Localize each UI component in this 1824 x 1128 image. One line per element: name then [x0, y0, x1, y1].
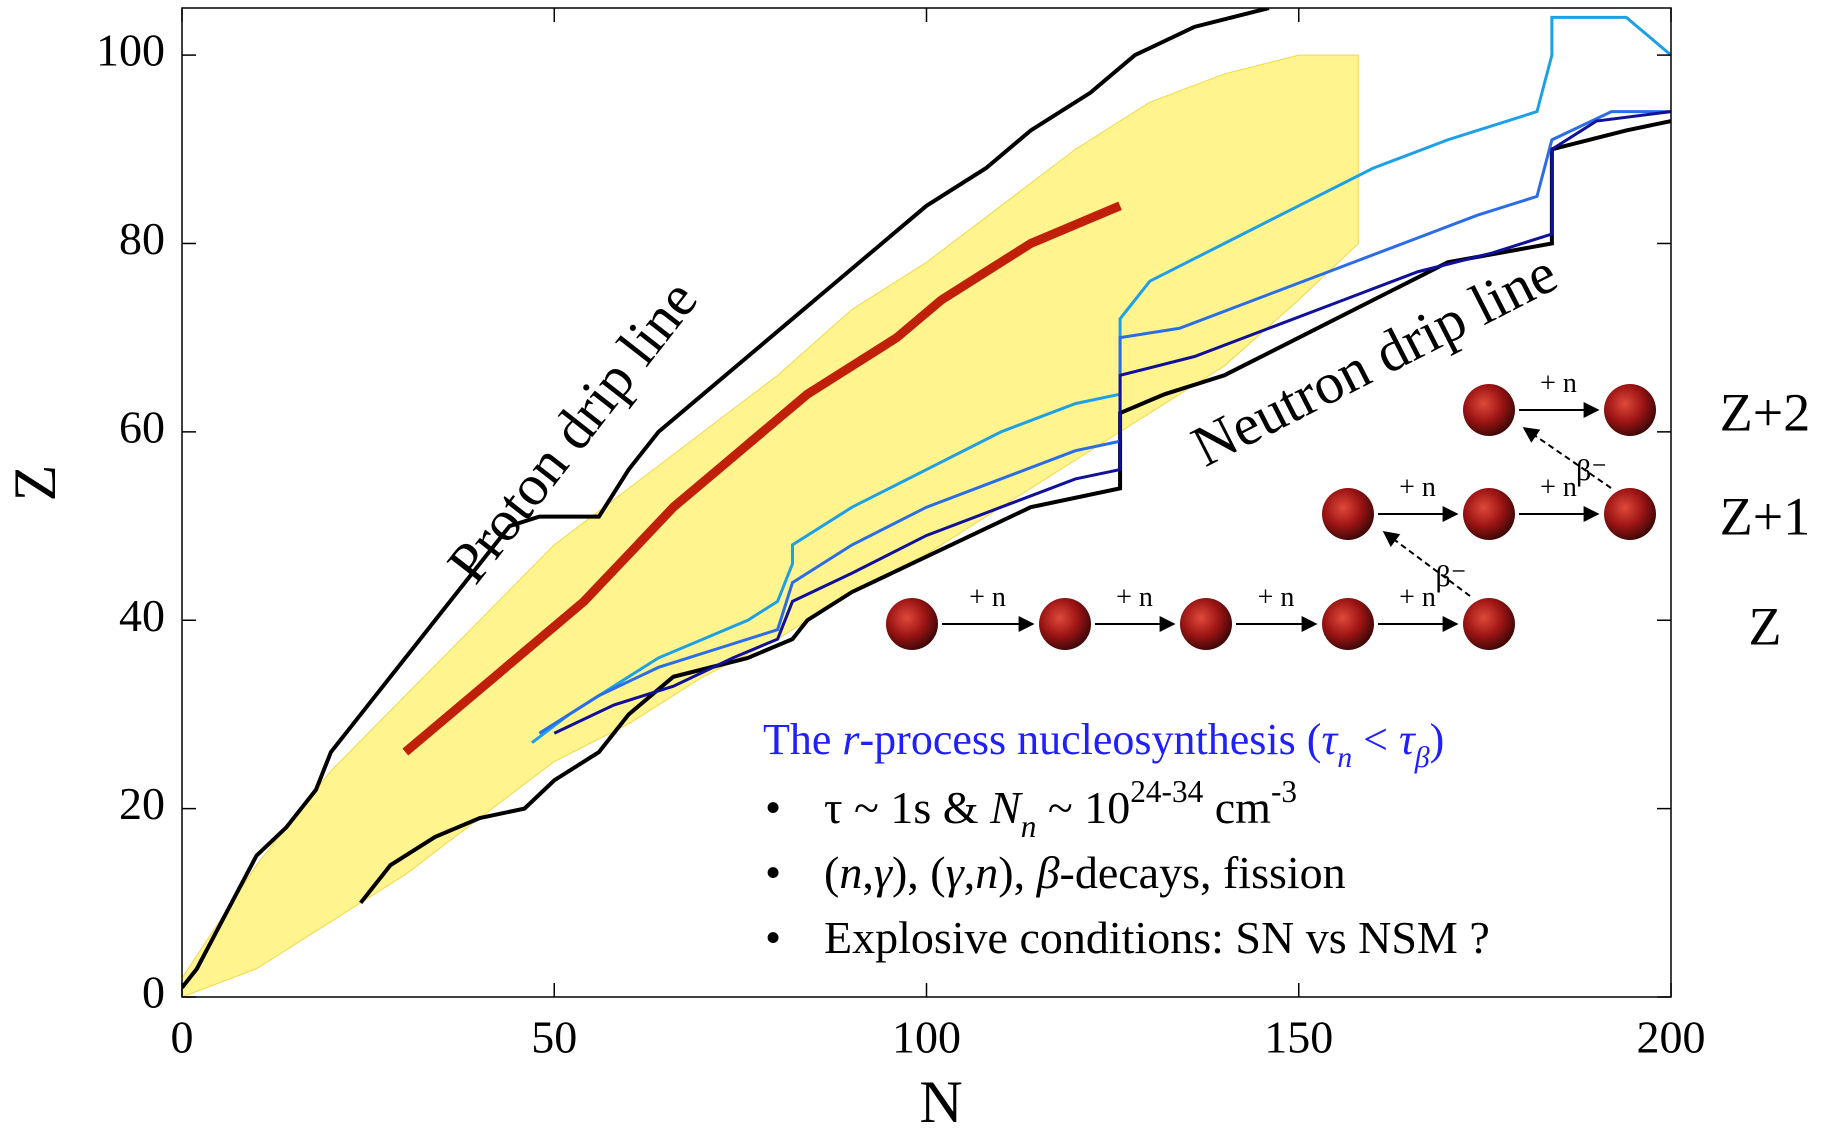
text-part: Explosive conditions: SN vs NSM ? [824, 912, 1490, 963]
capture-label: + n [1258, 582, 1295, 613]
capture-label: + n [1540, 472, 1577, 503]
nucleus [1604, 384, 1656, 436]
nucleus [1039, 598, 1091, 650]
text-part: β [1414, 741, 1430, 774]
text-part: τ [1321, 715, 1339, 764]
text-part: r [842, 715, 860, 764]
text-part: n [1337, 741, 1352, 774]
text-part: , [862, 847, 874, 898]
text-part: n [975, 847, 998, 898]
text-part: τ [1399, 715, 1417, 764]
decay-label: β⁻ [1435, 560, 1466, 593]
nucleus [1463, 598, 1515, 650]
nucleus [1463, 488, 1515, 540]
text-part: The [763, 715, 842, 764]
text-part: γ [946, 847, 966, 898]
series-line [359, 119, 1671, 905]
text-part: ~ 10 [1036, 782, 1130, 833]
text-part: , [964, 847, 976, 898]
text-part: < [1352, 715, 1399, 764]
decay-arrow [1382, 531, 1471, 597]
bullet-marker: • [765, 782, 781, 833]
info-bullet: (n,γ), (γ,n), β-decays, fission [824, 847, 1346, 898]
nucleus [886, 598, 938, 650]
decay-label: β⁻ [1576, 454, 1607, 487]
x-axis-label: N [919, 1069, 962, 1128]
row-label: Z+2 [1720, 382, 1810, 442]
x-tick-label: 200 [1637, 1012, 1706, 1063]
capture-label: + n [1116, 582, 1153, 613]
nucleus [1180, 598, 1232, 650]
text-part: ), [998, 847, 1036, 898]
y-tick-label: 100 [96, 25, 165, 76]
nucleus [1322, 598, 1374, 650]
y-tick-label: 40 [119, 590, 165, 641]
y-tick-label: 80 [119, 213, 165, 264]
y-tick-label: 60 [119, 401, 165, 452]
nucleus [1604, 488, 1656, 540]
x-tick-label: 150 [1264, 1012, 1333, 1063]
text-part: τ ~ 1s & [824, 782, 990, 833]
info-bullet: Explosive conditions: SN vs NSM ? [824, 912, 1490, 963]
bullet-marker: • [765, 847, 781, 898]
bullet-marker: • [765, 912, 781, 963]
text-part: n [1021, 809, 1037, 844]
text-part: N [989, 782, 1023, 833]
text-part: β [1036, 847, 1060, 898]
x-tick-label: 0 [171, 1012, 194, 1063]
capture-label: + n [1399, 472, 1436, 503]
text-part: -process nucleosynthesis ( [860, 715, 1322, 764]
text-part: γ [874, 847, 894, 898]
info-heading: The r-process nucleosynthesis (τn < τβ) [763, 715, 1444, 774]
row-label: Z+1 [1720, 486, 1810, 546]
text-part: n [839, 847, 862, 898]
y-tick-label: 0 [142, 967, 165, 1018]
capture-label: + n [1540, 368, 1577, 399]
series-line [531, 15, 1671, 744]
series-line [553, 110, 1671, 735]
row-label: Z [1749, 596, 1782, 656]
y-tick-label: 20 [119, 778, 165, 829]
text-part: ), ( [892, 847, 946, 898]
text-part: ( [824, 847, 839, 898]
x-tick-label: 100 [892, 1012, 961, 1063]
series-line [182, 8, 1270, 989]
info-bullet: τ ~ 1s & Nn ~ 1024-34 cm-3 [824, 774, 1297, 844]
y-axis-label: Z [2, 465, 68, 502]
x-tick-label: 50 [531, 1012, 577, 1063]
capture-label: + n [969, 582, 1006, 613]
text-part: ) [1430, 715, 1445, 764]
nucleus [1322, 488, 1374, 540]
capture-label: + n [1399, 582, 1436, 613]
text-part: -3 [1271, 774, 1297, 809]
decay-arrow [1522, 427, 1612, 489]
plot-area [182, 8, 1671, 997]
text-part: 24-34 [1130, 774, 1203, 809]
text-part: -decays, fission [1060, 847, 1346, 898]
series-line [402, 201, 1122, 756]
nucleus [1463, 384, 1515, 436]
text-part: cm [1203, 782, 1271, 833]
